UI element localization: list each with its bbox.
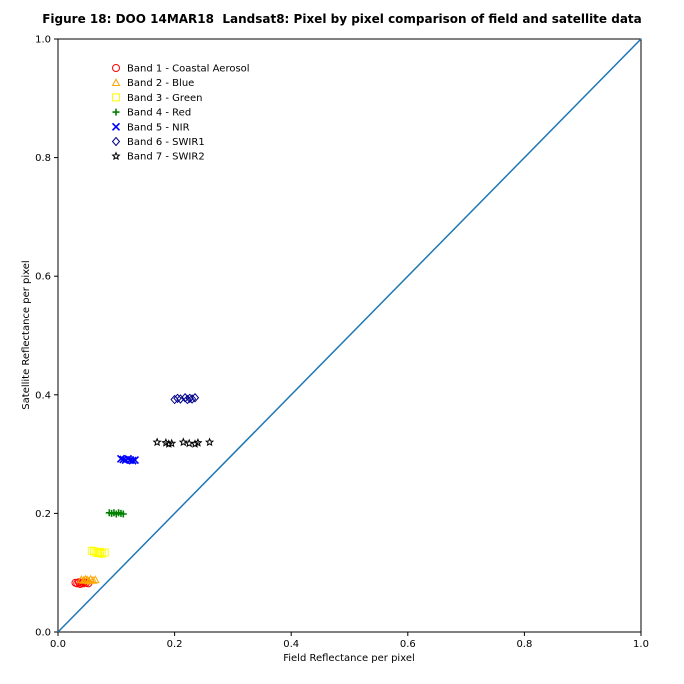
data-point xyxy=(90,575,100,584)
series-2 xyxy=(76,574,100,585)
y-tick-label: 0.8 xyxy=(35,153,51,164)
legend-marker xyxy=(112,64,120,72)
y-tick-label: 1.0 xyxy=(35,35,51,46)
legend-label: Band 3 - Green xyxy=(127,93,202,104)
data-point xyxy=(88,575,98,584)
legend: Band 1 - Coastal Aerosol Band 2 - Blue Ban… xyxy=(111,64,250,163)
data-point xyxy=(187,394,197,404)
data-point xyxy=(178,437,188,447)
legend-label: Band 4 - Red xyxy=(127,108,191,119)
legend-label: Band 6 - SWIR1 xyxy=(127,137,205,148)
data-point xyxy=(116,454,126,463)
data-point xyxy=(193,438,203,447)
data-point xyxy=(119,510,127,518)
data-point xyxy=(76,579,85,588)
x-tick-label: 0.4 xyxy=(283,639,299,650)
data-point xyxy=(90,547,99,556)
data-point xyxy=(205,437,215,447)
data-point xyxy=(95,547,104,556)
data-point xyxy=(190,393,200,403)
legend-item: Band 6 - SWIR1 xyxy=(111,136,205,148)
legend-item: Band 4 - Red xyxy=(112,108,191,119)
plot-frame xyxy=(57,38,642,633)
data-point xyxy=(97,549,106,558)
plot-area: 0.0 0.2 0.4 0.6 0.8 1.0 0.0 0.2 0.4 0.6 0.8 1.0 xyxy=(35,35,649,651)
x-axis-label: Field Reflectance per pixel xyxy=(283,653,415,664)
data-point xyxy=(167,438,177,448)
legend-marker xyxy=(111,122,121,131)
legend-item: Band 3 - Green xyxy=(112,93,202,104)
y-tick-label: 0.4 xyxy=(35,390,51,401)
one-to-one-line xyxy=(57,38,642,633)
data-point xyxy=(173,393,182,404)
data-point xyxy=(164,439,174,448)
data-point xyxy=(100,548,109,557)
data-point xyxy=(128,456,137,465)
legend-marker xyxy=(112,108,120,116)
x-tick-label: 0.0 xyxy=(50,639,66,650)
legend-marker xyxy=(111,151,121,161)
legend-label: Band 1 - Coastal Aerosol xyxy=(127,64,250,75)
y-tick-label: 0.0 xyxy=(35,628,51,639)
data-point xyxy=(87,546,96,555)
legend-label: Band 2 - Blue xyxy=(127,78,194,89)
series-7 xyxy=(152,437,215,448)
legend-label: Band 5 - NIR xyxy=(127,122,190,133)
x-tick-label: 0.2 xyxy=(167,639,183,650)
x-tick-label: 0.8 xyxy=(516,639,532,650)
data-point xyxy=(152,437,162,447)
data-point xyxy=(176,394,185,404)
y-tick-label: 0.6 xyxy=(35,272,51,283)
x-tick-label: 0.6 xyxy=(400,639,416,650)
chart-title: Figure 18: DOO 14MAR18 Landsat8: Pixel b… xyxy=(42,12,642,26)
legend-item: Band 1 - Coastal Aerosol xyxy=(112,64,250,75)
data-point xyxy=(190,439,200,448)
legend-item: Band 5 - NIR xyxy=(111,122,190,133)
data-point xyxy=(81,574,90,583)
series-6 xyxy=(170,393,200,405)
y-tick-label: 0.2 xyxy=(35,509,51,520)
series-5 xyxy=(116,454,140,465)
data-point xyxy=(123,454,133,463)
legend-marker xyxy=(111,78,121,86)
legend-item: Band 2 - Blue xyxy=(111,78,194,89)
legend-marker xyxy=(111,136,121,147)
series-3 xyxy=(87,546,109,558)
legend-item: Band 7 - SWIR2 xyxy=(111,151,205,163)
x-tick-label: 1.0 xyxy=(633,639,649,650)
y-axis-label: Satellite Reflectance per pixel xyxy=(21,260,32,409)
legend-marker xyxy=(112,93,120,102)
legend-label: Band 7 - SWIR2 xyxy=(127,152,205,163)
series-4 xyxy=(105,509,127,518)
data-point xyxy=(184,438,194,448)
data-point xyxy=(130,455,140,465)
